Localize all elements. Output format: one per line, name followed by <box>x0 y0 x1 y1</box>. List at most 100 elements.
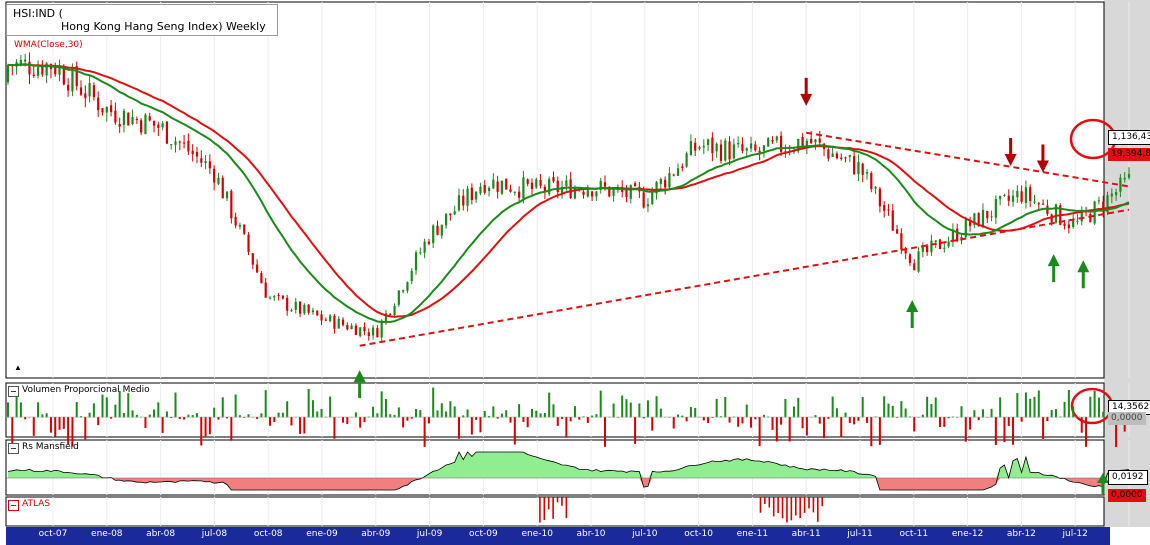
candle-body <box>19 59 22 65</box>
candle-body <box>762 145 766 151</box>
volume-bar <box>15 395 18 418</box>
candle-body <box>1046 205 1049 215</box>
volume-bar <box>1054 409 1057 418</box>
candle-body <box>745 148 748 151</box>
volume-bar <box>37 402 40 418</box>
candle-body <box>406 282 409 291</box>
volume-bar <box>969 417 972 430</box>
volume-bar <box>840 417 843 438</box>
volume-bar <box>393 414 396 418</box>
volume-bar <box>681 415 684 418</box>
volume-bar <box>750 417 753 428</box>
candle-body <box>457 195 461 211</box>
candle-body <box>908 254 912 263</box>
volume-bar <box>711 417 714 418</box>
volume-bar <box>866 417 869 423</box>
rs-panel-minimize-icon[interactable] <box>8 443 19 454</box>
volume-bar <box>372 406 375 418</box>
x-tick-label: oct-07 <box>38 529 68 539</box>
volume-bar <box>986 417 989 418</box>
candle-body <box>810 138 813 144</box>
volume-bar <box>226 417 229 419</box>
volume-bar <box>45 413 48 418</box>
candle-body <box>191 150 194 155</box>
candle-body <box>397 290 400 305</box>
volume-bar <box>299 417 302 434</box>
candle-body <box>92 85 96 98</box>
volume-bar <box>440 403 443 418</box>
wma-line <box>8 63 1130 318</box>
atlas-panel-minimize-icon[interactable] <box>8 500 19 511</box>
candle-body <box>320 314 323 321</box>
volume-bar <box>307 389 310 418</box>
volume-bar <box>277 412 280 418</box>
volume-bar <box>591 415 594 418</box>
candle-body <box>1097 200 1101 202</box>
x-tick-label: oct-09 <box>469 529 498 539</box>
candle-body <box>483 184 486 193</box>
x-tick-label: jul-09 <box>416 529 443 539</box>
candle-body <box>251 253 254 265</box>
candle-body <box>1054 204 1058 223</box>
candle-body <box>986 210 989 219</box>
candle-body <box>371 327 375 336</box>
volume-bar <box>54 417 57 437</box>
volume-bar <box>397 407 400 418</box>
volume-bar <box>32 417 35 436</box>
volume-bar <box>127 393 130 418</box>
candle-body <box>54 67 57 75</box>
volume-bar <box>947 417 950 419</box>
candle-body <box>213 168 216 183</box>
candle-body <box>719 144 723 161</box>
volume-bar <box>784 399 787 418</box>
candle-body <box>513 191 516 193</box>
volume-bar <box>853 417 856 425</box>
volume-bar <box>406 417 409 421</box>
volume-bar <box>41 414 44 418</box>
volume-bar <box>780 417 783 425</box>
rs-last-tag: 0,0192 <box>1108 470 1148 485</box>
volume-bar <box>814 415 817 418</box>
candle-body <box>157 124 160 128</box>
candle-body <box>930 240 933 253</box>
volume-bar <box>165 411 168 418</box>
candle-body <box>737 142 740 145</box>
volume-bar <box>380 391 383 418</box>
volume-bar <box>268 417 271 426</box>
candle-body <box>608 186 611 197</box>
candle-body <box>865 172 869 174</box>
candle-body <box>1072 220 1075 228</box>
candle-body <box>402 290 405 292</box>
volume-bar <box>19 402 22 418</box>
x-tick-label: jul-08 <box>201 529 228 539</box>
x-tick-label: oct-11 <box>899 529 929 539</box>
resistance-trendline <box>806 131 1130 188</box>
volume-bar <box>1093 390 1096 418</box>
candle-body <box>75 65 78 87</box>
volume-bar <box>483 411 486 418</box>
candle-body <box>58 67 61 75</box>
volume-bar <box>105 397 108 418</box>
volume-bar <box>354 412 357 418</box>
volume-bar <box>75 401 78 418</box>
candle-body <box>853 156 856 175</box>
candle-body <box>1003 194 1006 196</box>
volume-bar <box>88 412 91 418</box>
volume-bar <box>848 417 851 423</box>
candle-body <box>509 189 512 192</box>
volume-bar <box>303 417 306 434</box>
rs-negative-area <box>8 478 1129 490</box>
volume-bar <box>586 417 589 423</box>
collapse-arrow-icon[interactable]: ▲ <box>14 363 22 372</box>
candle-body <box>874 187 877 189</box>
volume-bar <box>320 408 323 418</box>
volume-panel-minimize-icon[interactable] <box>8 386 19 397</box>
candle-body <box>505 178 508 190</box>
candle-body <box>728 141 731 160</box>
candle-body <box>174 141 177 145</box>
candle-body <box>363 326 366 332</box>
candle-body <box>324 319 327 321</box>
volume-bar <box>436 410 439 418</box>
volume-bar <box>101 394 104 418</box>
candle-body <box>951 229 955 241</box>
